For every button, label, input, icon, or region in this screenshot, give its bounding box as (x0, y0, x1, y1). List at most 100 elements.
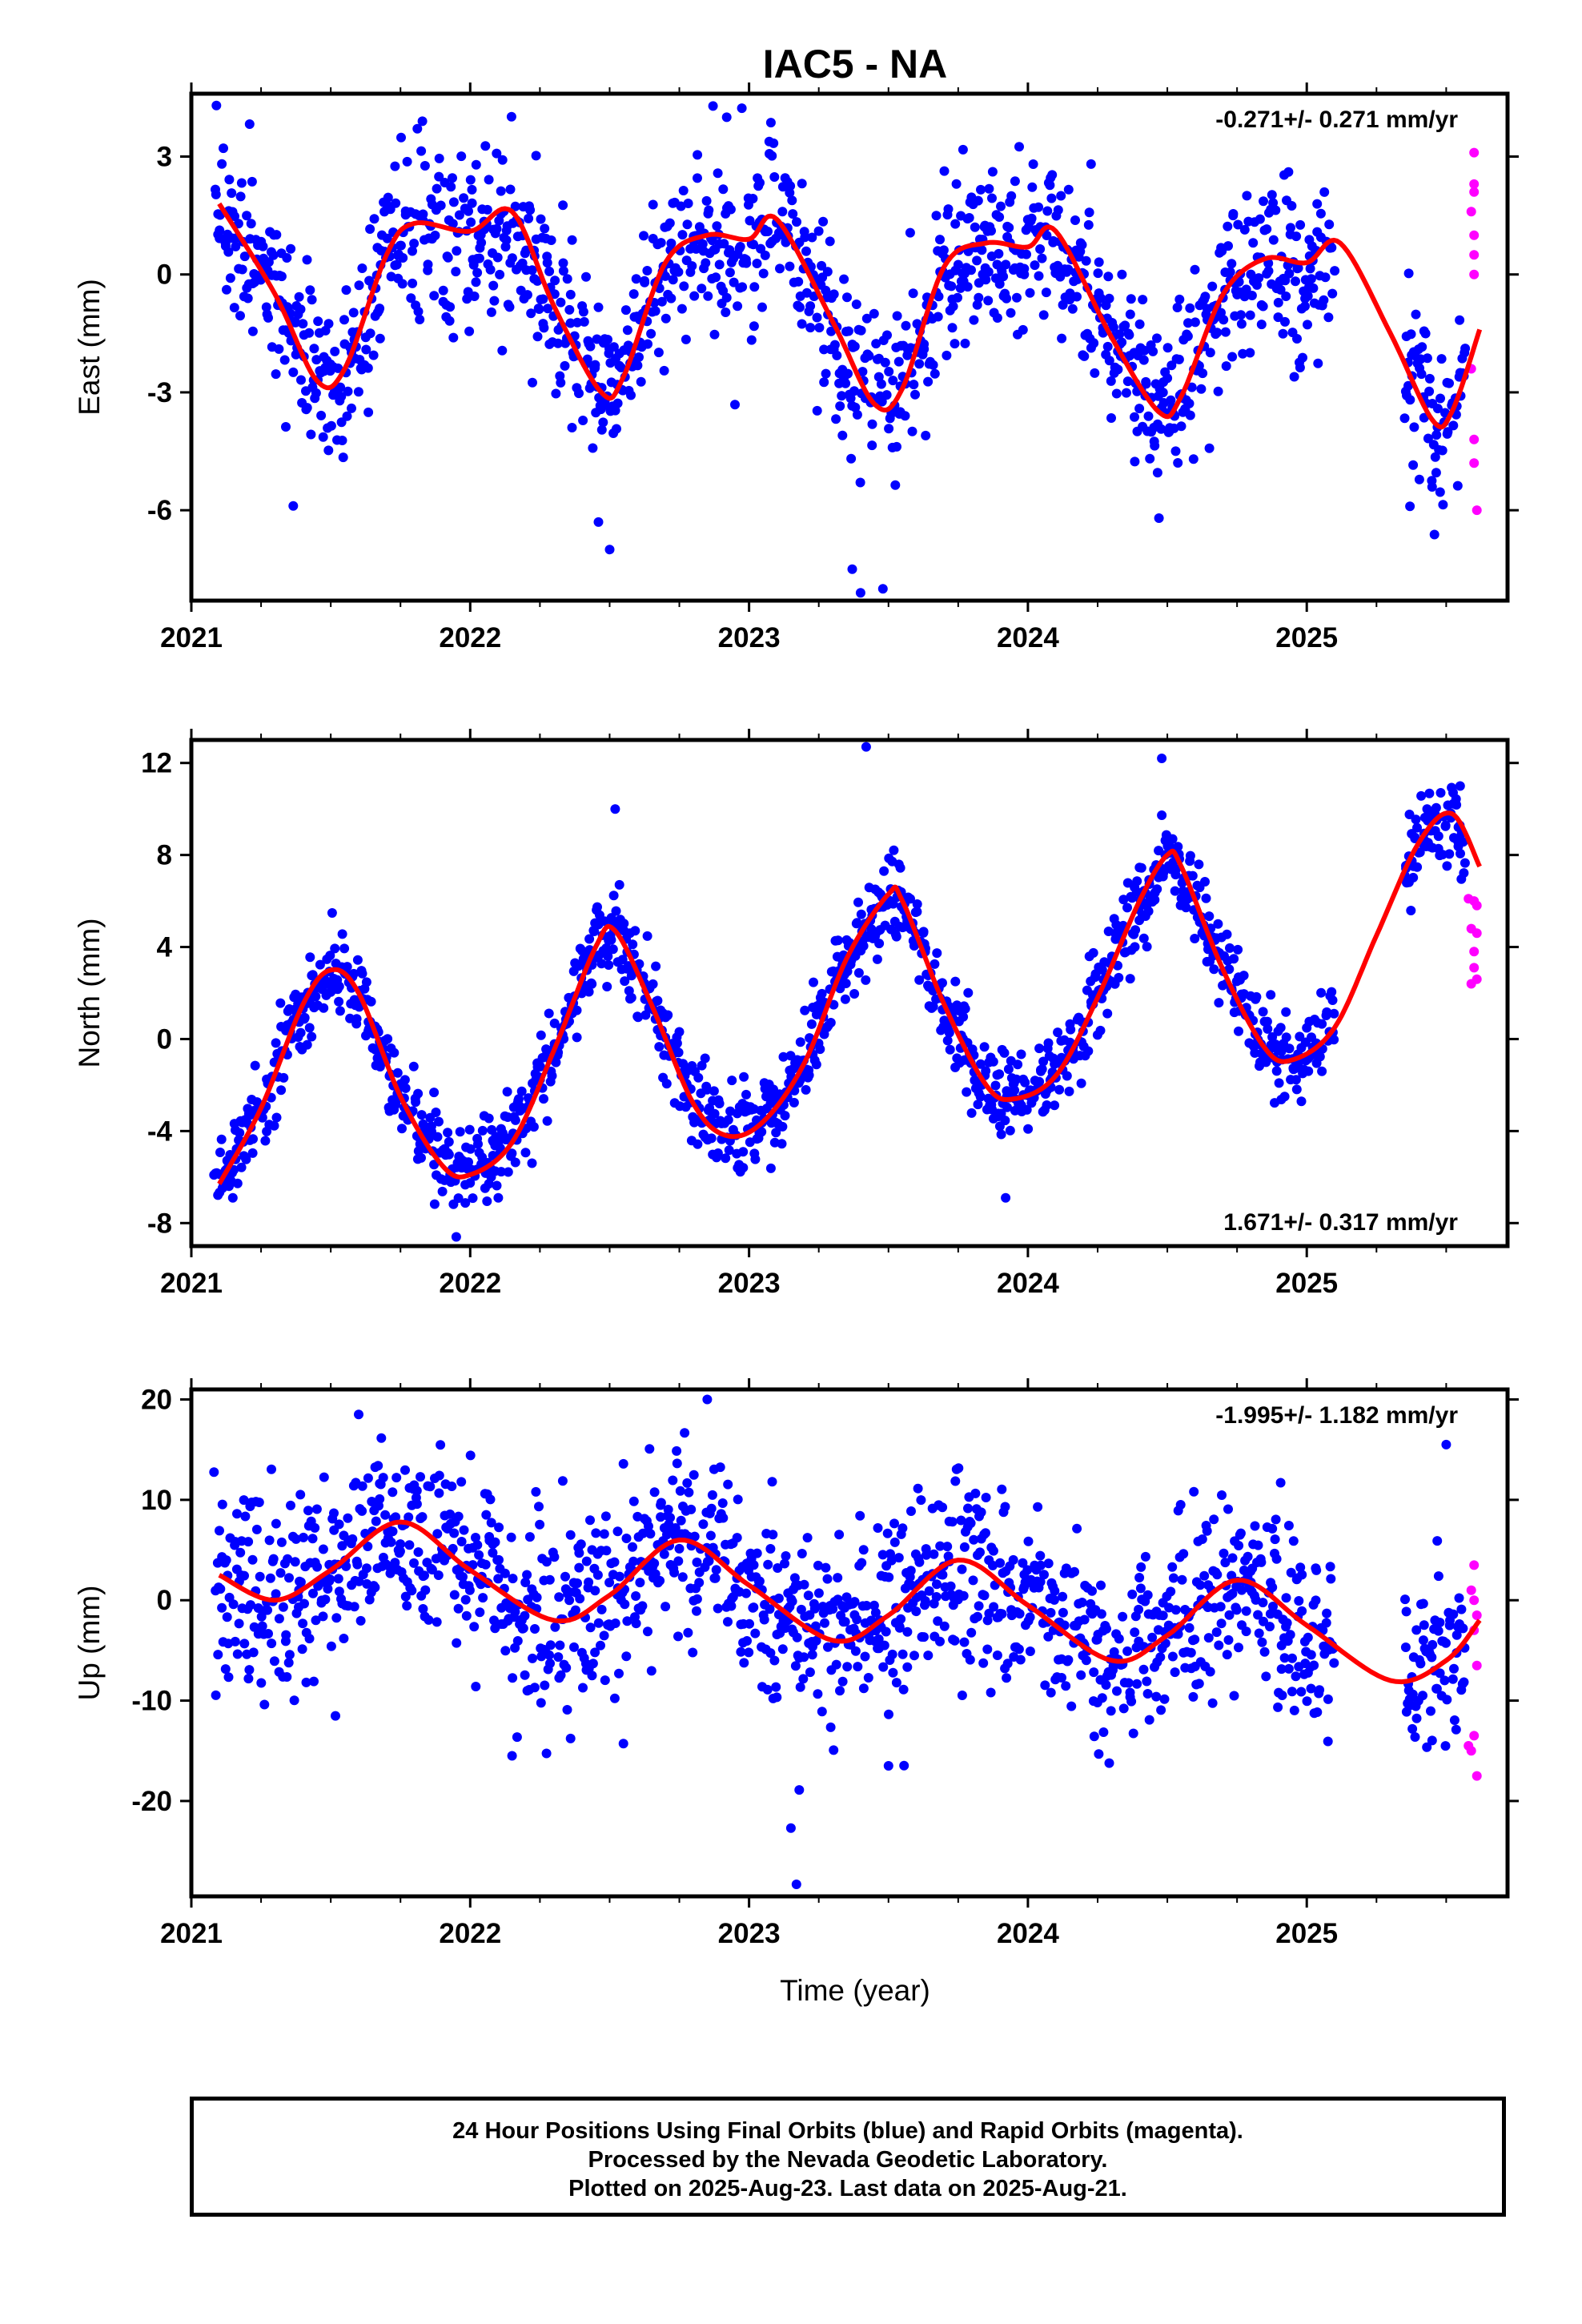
up-final-point (599, 1529, 609, 1539)
north-final-point (988, 1056, 998, 1067)
up-rapid-point (1466, 1585, 1476, 1595)
up-final-point (692, 1606, 701, 1616)
east-final-point (451, 267, 461, 277)
east-final-point (741, 258, 752, 268)
north-final-point (614, 879, 624, 890)
east-final-point (1223, 241, 1233, 251)
east-final-point (1406, 329, 1416, 340)
up-final-point (1223, 1504, 1233, 1514)
up-final-point (560, 1571, 570, 1582)
north-final-point (1412, 862, 1423, 872)
east-final-point (1111, 388, 1122, 399)
east-final-point (943, 204, 954, 215)
north-final-point (247, 1148, 258, 1158)
up-final-point (884, 1572, 894, 1582)
up-final-point (1070, 1566, 1079, 1577)
up-final-point (1287, 1687, 1297, 1697)
up-final-point (973, 1611, 982, 1622)
up-final-point (1433, 1571, 1443, 1582)
east-final-point (861, 313, 872, 324)
east-final-point (1241, 284, 1251, 295)
east-final-point (725, 245, 735, 255)
up-final-point (471, 1682, 481, 1691)
up-final-point (668, 1475, 678, 1486)
north-final-point (914, 975, 925, 985)
up-final-point (1018, 1558, 1028, 1568)
up-final-point (239, 1638, 250, 1649)
east-final-point (531, 151, 541, 161)
up-final-point (1325, 1562, 1335, 1572)
east-final-point (1435, 487, 1445, 497)
north-final-point (325, 951, 335, 961)
up-final-point (1322, 1608, 1332, 1618)
east-final-point (339, 315, 349, 325)
up-final-point (1435, 1668, 1445, 1679)
east-final-point (485, 264, 496, 275)
up-final-point (520, 1610, 530, 1621)
north-final-point (1181, 903, 1191, 913)
up-final-point (544, 1650, 554, 1660)
east-final-point (1139, 345, 1150, 356)
up-final-point (343, 1513, 353, 1523)
north-final-point (858, 941, 869, 951)
east-final-point (701, 195, 712, 206)
up-final-point (1265, 1609, 1275, 1619)
y-tick-label: 20 (141, 1385, 172, 1416)
north-final-point (990, 1080, 1001, 1091)
up-final-point (489, 1615, 499, 1626)
east-final-point (464, 326, 475, 336)
up-final-point (765, 1604, 775, 1614)
up-final-point (445, 1509, 456, 1519)
up-final-point (1442, 1695, 1452, 1705)
up-final-point (1426, 1706, 1435, 1716)
up-final-point (1151, 1691, 1162, 1702)
east-final-point (1186, 382, 1197, 392)
up-final-point (689, 1470, 699, 1480)
up-final-point (672, 1458, 682, 1469)
east-final-point (608, 342, 619, 352)
east-final-point (994, 212, 1005, 222)
east-final-point (640, 275, 649, 286)
y-tick-label: -3 (147, 377, 172, 408)
up-final-point (631, 1591, 641, 1601)
up-final-point (370, 1582, 380, 1593)
east-final-point (712, 221, 722, 231)
up-final-point (531, 1486, 541, 1497)
up-final-point (887, 1649, 897, 1659)
north-final-point (429, 1088, 440, 1098)
up-final-point (706, 1503, 717, 1514)
east-final-point (1018, 324, 1028, 335)
east-final-point (501, 235, 512, 245)
east-final-point (620, 305, 631, 316)
up-final-point (686, 1504, 697, 1514)
up-final-point (235, 1547, 246, 1558)
up-final-point (673, 1631, 683, 1642)
up-final-point (621, 1534, 632, 1543)
east-final-point (227, 188, 237, 199)
east-final-point (1002, 293, 1012, 304)
up-final-point (1214, 1640, 1224, 1651)
east-final-point (819, 377, 829, 388)
east-final-point (983, 267, 994, 277)
north-final-point (305, 952, 315, 963)
up-final-point (1177, 1574, 1187, 1585)
up-final-point (251, 1524, 262, 1534)
up-final-point (508, 1574, 518, 1584)
up-final-point (228, 1599, 239, 1610)
north-final-point (889, 845, 899, 855)
east-final-point (1298, 352, 1307, 363)
east-final-point (1170, 446, 1181, 456)
up-final-point (933, 1616, 943, 1626)
up-final-point (1215, 1602, 1226, 1612)
east-final-point (966, 265, 976, 275)
north-final-point (334, 981, 344, 991)
east-final-point (1239, 224, 1250, 235)
up-final-point (263, 1629, 273, 1638)
east-final-point (746, 335, 757, 345)
east-final-point (631, 274, 641, 284)
up-final-point (853, 1662, 863, 1672)
up-final-point (986, 1687, 996, 1698)
east-final-point (1058, 300, 1068, 310)
north-final-point (874, 939, 885, 949)
up-final-point (1035, 1577, 1046, 1587)
